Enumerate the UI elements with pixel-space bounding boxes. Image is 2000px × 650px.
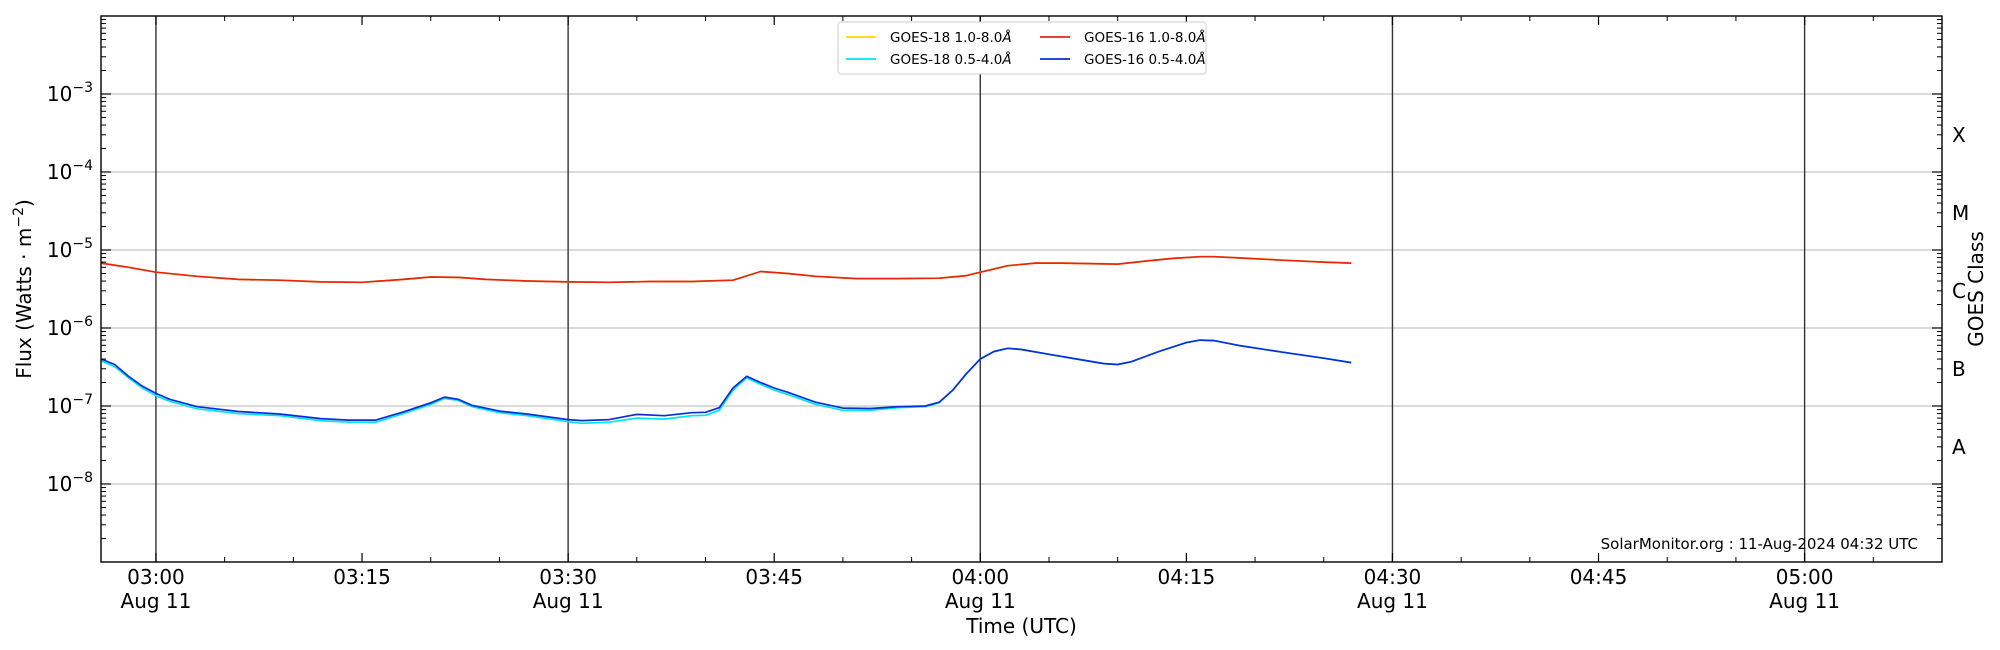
legend-entry-unit: Å [1001, 51, 1011, 68]
x-tick-label: 05:00 [1776, 565, 1834, 589]
legend-entry-unit: Å [1195, 29, 1205, 46]
series-line-goes-16-0-5-4-0 [100, 339, 1352, 422]
legend-entry-name: GOES-18 1.0-8.0 [890, 30, 1002, 46]
plot-frame [100, 15, 1943, 563]
x-tick-label: 03:45 [745, 565, 803, 589]
x-tick-label: 03:00 [127, 565, 185, 589]
x-tick-date-label: Aug 11 [1769, 589, 1840, 613]
y-axis-ticks: 10−810−710−610−510−410−3 [47, 19, 1942, 540]
x-tick-label: 04:45 [1570, 565, 1628, 589]
series-lines [100, 255, 1352, 425]
y-axis-label: Flux (Watts · m−2) [11, 199, 36, 379]
goes-class-x: X [1952, 123, 1966, 147]
series-line-goes-18-1-0-8-0 [100, 255, 1352, 284]
y-tick-label: 10−3 [47, 80, 93, 106]
y-tick-exponent: −5 [72, 236, 93, 252]
grid-lines [101, 16, 1942, 562]
legend-entry: GOES-18 1.0-8.0Å [890, 29, 1012, 46]
goes-class-axis-label: GOES Class [1964, 231, 1988, 347]
y-axis-label-main: Flux (Watts · m [12, 228, 36, 379]
x-tick-date-label: Aug 11 [121, 589, 192, 613]
y-axis-label-exponent: −2 [11, 207, 27, 228]
x-axis-label: Time (UTC) [965, 614, 1077, 638]
legend-entry: GOES-16 1.0-8.0Å [1084, 29, 1206, 46]
source-annotation: SolarMonitor.org : 11-Aug-2024 04:32 UTC [1601, 535, 1918, 553]
goes-class-a: A [1952, 435, 1966, 459]
y-tick-label: 10−6 [47, 314, 93, 340]
y-tick-exponent: −8 [72, 470, 93, 486]
goes-class-labels: A B C M X [1952, 123, 1969, 459]
legend-entry-name: GOES-18 0.5-4.0 [890, 52, 1002, 68]
x-tick-label: 04:00 [951, 565, 1009, 589]
y-tick-exponent: −7 [72, 392, 93, 408]
legend-entry-unit: Å [1195, 51, 1205, 68]
legend-entry-name: GOES-16 1.0-8.0 [1084, 30, 1196, 46]
x-tick-label: 03:15 [333, 565, 391, 589]
goes-class-b: B [1952, 357, 1966, 381]
series-line-goes-16-1-0-8-0 [100, 255, 1352, 284]
x-tick-label: 04:30 [1364, 565, 1422, 589]
legend-box [837, 21, 1207, 75]
legend-entry: GOES-16 0.5-4.0Å [1084, 51, 1206, 68]
y-tick-base: 10 [47, 160, 72, 184]
legend-entry-name: GOES-16 0.5-4.0 [1084, 52, 1196, 68]
y-tick-label: 10−4 [47, 158, 93, 184]
y-tick-exponent: −4 [72, 158, 93, 174]
y-tick-base: 10 [47, 82, 72, 106]
x-tick-date-label: Aug 11 [533, 589, 604, 613]
y-tick-base: 10 [47, 472, 72, 496]
y-tick-exponent: −6 [72, 314, 93, 330]
y-tick-base: 10 [47, 394, 72, 418]
y-tick-label: 10−8 [47, 470, 93, 496]
y-tick-label: 10−7 [47, 392, 93, 418]
legend-entry: GOES-18 0.5-4.0Å [890, 51, 1012, 68]
y-tick-base: 10 [47, 316, 72, 340]
legend-entry-unit: Å [1001, 29, 1011, 46]
series-line-goes-18-0-5-4-0 [100, 339, 1352, 425]
y-tick-base: 10 [47, 238, 72, 262]
goes-class-c: C [1952, 279, 1966, 303]
y-tick-label: 10−5 [47, 236, 93, 262]
x-tick-label: 03:30 [539, 565, 597, 589]
y-tick-exponent: −3 [72, 80, 93, 96]
x-tick-date-label: Aug 11 [945, 589, 1016, 613]
x-tick-date-label: Aug 11 [1357, 589, 1428, 613]
x-tick-label: 04:15 [1158, 565, 1216, 589]
y-axis-label-close: ) [12, 199, 36, 207]
goes-class-m: M [1952, 201, 1969, 225]
